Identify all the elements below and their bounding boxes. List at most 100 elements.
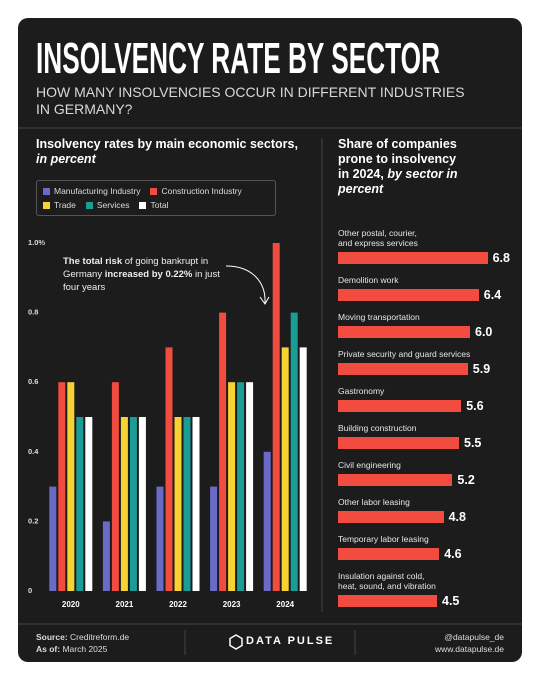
bar-line: 4.8: [338, 510, 518, 524]
annotation-text: in just four years: [63, 269, 220, 293]
legend-swatch: [139, 201, 147, 209]
legend-swatch: [85, 201, 93, 209]
bar: [263, 451, 271, 591]
bar: [272, 243, 280, 591]
bar: [299, 347, 307, 591]
bar-line: 5.9: [338, 362, 518, 376]
chart-title: Insolvency rates by main economic sector…: [36, 137, 316, 167]
source: Creditreform.de: [70, 632, 130, 642]
bar: [338, 326, 470, 338]
bar-row: Gastronomy 5.6: [338, 386, 518, 413]
annotation-arrow: [225, 265, 266, 304]
bar: [290, 312, 298, 591]
hbar-chart: Other postal, courier, and express servi…: [338, 228, 518, 618]
bar: [156, 486, 164, 591]
legend-swatch: [43, 201, 50, 209]
brand: DATA PULSE: [246, 635, 335, 647]
bar-label: Building construction: [338, 423, 417, 433]
bar-label: Other labor leasing: [338, 497, 410, 507]
bar-row: Civil engineering 5.2: [338, 460, 518, 487]
bar: [49, 486, 57, 591]
bar-row: Other labor leasing 4.8: [338, 497, 518, 524]
y-tick-label: 0.6: [28, 377, 38, 386]
legend-item: Manufacturing Industry: [43, 186, 140, 196]
legend-item: Construction Industry: [150, 186, 242, 196]
legend-swatch: [43, 187, 50, 195]
bar-line: 4.6: [338, 547, 518, 561]
bar: [165, 347, 173, 591]
bar: [338, 400, 462, 412]
y-tick-label: 0: [28, 586, 32, 595]
bar: [67, 382, 75, 591]
annotation-text: increased by 0.22%: [104, 269, 193, 280]
legend-swatch: [150, 187, 158, 195]
chart-title-text: Insolvency rates by main economic sector…: [36, 137, 298, 151]
bar: [338, 363, 468, 375]
bar-row: Other postal, courier, and express servi…: [338, 228, 518, 265]
bar: [219, 312, 227, 591]
footer-right: @datapulse_de www.datapulse.de: [435, 631, 504, 655]
bar-line: 6.8: [338, 251, 518, 265]
bar: [174, 417, 182, 591]
bar-line: 5.5: [338, 436, 518, 450]
bar-label: Moving transportation: [338, 312, 420, 322]
bar-label: Gastronomy: [338, 386, 385, 396]
bar-row: Temporary labor leasing 4.6: [338, 534, 518, 561]
chart-title: Share of companies prone to insolvency i…: [338, 137, 468, 197]
as-of-line: As of: March 2025: [36, 643, 129, 655]
annotation: The total risk of going bankrupt in Germ…: [63, 255, 233, 294]
legend-label: Construction Industry: [161, 186, 242, 196]
annotation-arrow-head: [259, 296, 270, 305]
as-of: March 2025: [62, 644, 108, 654]
bar-label: Insulation against cold, heat, sound, an…: [338, 571, 436, 591]
bar: [338, 595, 437, 607]
legend-label: Services: [96, 200, 130, 210]
source-label: Source:: [36, 632, 68, 642]
bar-row: Building construction 5.5: [338, 423, 518, 450]
y-tick-label: 1.0%: [28, 238, 45, 247]
bar: [338, 474, 453, 486]
as-of-label: As of:: [36, 644, 61, 654]
x-tick-label: 2021: [116, 600, 134, 609]
value-label: 5.2: [457, 473, 475, 487]
plot: 0 0.2 0.4 0.6 0.8 1.0% 2020 2021 2022 2023 2024: [28, 238, 307, 609]
bar: [338, 252, 488, 264]
value-label: 6.8: [492, 251, 510, 265]
bar-line: 6.0: [338, 325, 518, 339]
bar-line: 5.6: [338, 399, 518, 413]
legend: Manufacturing Industry Construction Indus…: [36, 180, 276, 216]
footer-left: Source: Creditreform.de As of: March 202…: [36, 631, 129, 655]
bar: [76, 417, 84, 591]
bar-label: Other postal, courier, and express servi…: [338, 228, 418, 248]
bar: [120, 417, 128, 591]
bar-row: Insulation against cold, heat, sound, an…: [338, 571, 518, 608]
bar: [338, 289, 479, 301]
bar: [338, 437, 459, 449]
y-tick-label: 0.2: [28, 516, 38, 525]
bar: [183, 417, 191, 591]
annotation-text: The total risk: [63, 256, 123, 267]
bar: [210, 486, 218, 591]
page-subtitle: HOW MANY INSOLVENCIES OCCUR IN DIFFERENT…: [36, 84, 465, 117]
bar: [281, 347, 289, 591]
x-tick-label: 2023: [223, 600, 241, 609]
value-label: 5.5: [464, 436, 482, 450]
brand-logo: [229, 634, 243, 650]
bar: [192, 417, 200, 591]
legend-label: Manufacturing Industry: [54, 186, 141, 196]
handle: @datapulse_de: [444, 632, 504, 642]
y-tick-label: 0.8: [28, 308, 38, 317]
bar-row: Private security and guard services 5.9: [338, 349, 518, 376]
value-label: 5.9: [472, 362, 491, 376]
bar: [237, 382, 245, 591]
bar: [102, 521, 110, 591]
legend-label: Total: [150, 200, 169, 210]
bar: [58, 382, 66, 591]
bar: [85, 417, 93, 591]
legend-item: Trade: [43, 200, 76, 210]
bar-row: Moving transportation 6.0: [338, 312, 518, 339]
bar: [338, 548, 440, 560]
value-label: 4.8: [448, 510, 466, 524]
